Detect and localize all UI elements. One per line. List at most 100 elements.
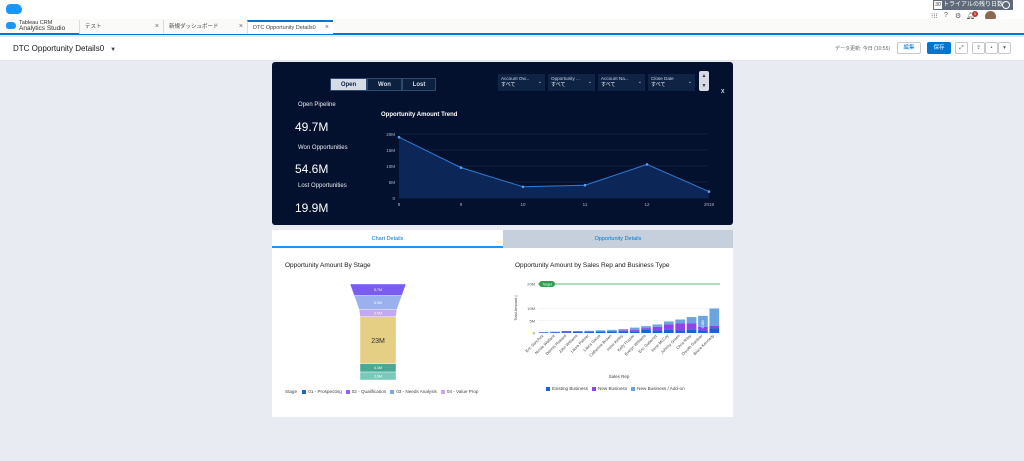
close-tab-icon[interactable]: × <box>154 23 159 30</box>
close-tab-icon[interactable]: × <box>324 24 329 31</box>
salesforce-logo-icon <box>6 4 22 14</box>
notification-badge: 1 <box>972 11 978 17</box>
close-tab-icon[interactable]: × <box>238 23 243 30</box>
filter-label: Opportunity ... <box>551 76 580 81</box>
kpi-value-open: 49.7M <box>295 120 329 134</box>
x-tick-label: 12 <box>644 202 650 207</box>
toggle-open[interactable]: Open <box>330 78 367 91</box>
tab-new-dashboard[interactable]: 新規ダッシュボード × <box>163 20 247 34</box>
y-tick-label: 10M <box>386 164 395 169</box>
kpi-label-won: Won Opportunities <box>298 145 348 151</box>
legend-item-label[interactable]: 02 - Qualification <box>351 389 387 394</box>
legend-item-label[interactable]: 03 - Needs Analysis <box>396 389 437 394</box>
filter-scroller[interactable]: ▲ ▼ <box>699 71 709 91</box>
more-actions-chevron-icon[interactable]: ▾ <box>998 42 1011 54</box>
filter-value: すべて <box>601 82 616 88</box>
fullscreen-icon[interactable]: ⤢ <box>955 42 968 54</box>
filter-opportunity[interactable]: Opportunity ... すべて ⌄ <box>548 74 595 91</box>
trial-label: トライアルの残り日数 <box>943 2 1003 8</box>
app-logo-icon <box>6 22 16 29</box>
filter-close-date[interactable]: Close Date すべて ⌄ <box>648 74 695 91</box>
bell-icon[interactable]: 🔔︎ <box>966 13 975 20</box>
bar-segment <box>641 328 651 330</box>
tab-opportunity-details[interactable]: Opportunity Details <box>503 230 733 248</box>
funnel-stage-label: 3.9M <box>374 374 382 378</box>
trend-point <box>583 183 587 187</box>
funnel-chart-title: Opportunity Amount By Stage <box>285 262 371 269</box>
help-icon[interactable]: ? <box>944 12 948 19</box>
trend-point <box>521 185 525 189</box>
bar-segment <box>629 331 640 333</box>
bar-segment <box>561 331 572 333</box>
kpi-trend-panel: Open Won Lost Account Ow... すべて ⌄ Opport… <box>272 62 733 225</box>
legend-item-label[interactable]: New Business / Add-on <box>637 386 685 391</box>
bar-segment <box>675 330 686 333</box>
bar-segment <box>607 329 617 331</box>
x-tick-label: 8 <box>398 202 401 207</box>
legend-swatch <box>345 389 350 394</box>
page-title[interactable]: DTC Opportunity Details0 ▼ <box>13 44 116 53</box>
y-tick-label: 20M <box>527 282 535 287</box>
save-button[interactable]: 保存 <box>927 42 951 54</box>
bar-segment <box>607 330 617 332</box>
bar-segment <box>595 330 606 332</box>
bar-segment <box>709 328 720 333</box>
bar-segment <box>663 321 674 325</box>
filter-value: すべて <box>501 82 516 88</box>
legend-item-label[interactable]: New Business <box>598 386 628 391</box>
legend-item-label[interactable]: 04 - Value Prop <box>446 389 479 394</box>
bar-segment <box>698 315 708 327</box>
share-icon[interactable]: ⇪ <box>972 42 985 54</box>
tab-label: テスト <box>85 24 102 30</box>
filter-account-owner[interactable]: Account Ow... すべて ⌄ <box>498 74 545 91</box>
legend-swatch <box>302 389 307 394</box>
filter-value: すべて <box>551 82 566 88</box>
filter-account-name[interactable]: Account Na... すべて ⌄ <box>598 74 645 91</box>
chevron-down-icon: ⌄ <box>537 79 542 85</box>
avatar[interactable] <box>985 11 996 22</box>
bar-segment <box>572 331 583 333</box>
bar-segment <box>595 331 606 332</box>
legend-swatch <box>440 389 445 394</box>
scroll-down-icon[interactable]: ▼ <box>701 83 707 89</box>
filter-label: Close Date <box>651 76 674 81</box>
bar-segment <box>698 326 708 331</box>
trend-point <box>397 135 401 139</box>
modified-timestamp: データ更新: 今日 (10:55) <box>835 46 891 52</box>
toggle-won[interactable]: Won <box>367 78 402 91</box>
legend-item-label[interactable]: Existing Business <box>552 386 589 391</box>
funnel-legend: Stage 01 - Prospecting 02 - Qualification… <box>285 389 478 394</box>
bar-chart-title: Opportunity Amount by Sales Rep and Busi… <box>515 262 670 269</box>
kpi-value-lost: 19.9M <box>295 201 329 215</box>
workspace-tab-bar: Tableau CRM Analytics Studio テスト × 新規ダッシ… <box>0 19 1024 35</box>
bar-annotation: 6.8M <box>701 320 705 328</box>
detail-tabs: Chart Details Opportunity Details <box>272 230 733 248</box>
tab-chart-details[interactable]: Chart Details <box>272 230 503 248</box>
bar-segment <box>618 329 629 331</box>
scroll-up-icon[interactable]: ▲ <box>701 73 707 79</box>
bar-segment <box>686 329 697 333</box>
chevron-down-icon: ⌄ <box>587 79 592 85</box>
close-icon[interactable]: x <box>721 88 725 95</box>
bar-segment <box>595 331 606 333</box>
app-name: Tableau CRM Analytics Studio <box>19 20 65 32</box>
grid-icon[interactable]: ⁝⁝⁝ <box>931 13 938 20</box>
y-tick-label: 5M <box>529 318 535 323</box>
global-header: 30 トライアルの残り日数 ⁝⁝⁝ ? ⚙ 🔔︎ 1 <box>0 0 1024 22</box>
tab-dtc-opportunity-details[interactable]: DTC Opportunity Details0 × <box>247 20 333 34</box>
bar-segment <box>675 323 686 331</box>
bar-segment <box>686 317 697 324</box>
kpi-value-won: 54.6M <box>295 162 329 176</box>
subscribe-bell-icon[interactable]: • <box>985 42 998 54</box>
legend-item-label[interactable]: 01 - Prospecting <box>308 389 342 394</box>
funnel-stage-label: 5.7M <box>374 288 382 292</box>
edit-button[interactable]: 編集 <box>897 42 921 54</box>
kpi-label-lost: Lost Opportunities <box>298 183 347 189</box>
trial-banner[interactable]: 30 トライアルの残り日数 <box>933 0 1013 10</box>
toggle-lost[interactable]: Lost <box>402 78 436 91</box>
bar-segment <box>663 324 674 330</box>
setup-icon[interactable]: ⚙ <box>955 13 962 20</box>
chevron-down-icon: ⌄ <box>687 79 692 85</box>
tab-test[interactable]: テスト × <box>79 20 163 34</box>
chevron-down-icon[interactable]: ▼ <box>110 47 117 53</box>
